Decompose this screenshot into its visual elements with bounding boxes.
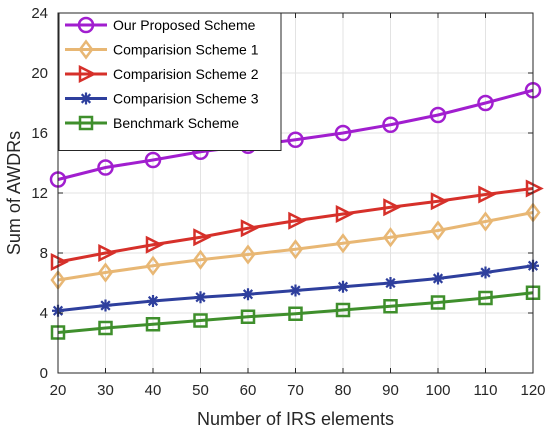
legend-item: Comparision Scheme 1 <box>65 39 259 60</box>
series-3 <box>50 179 544 272</box>
legend-label: Comparision Scheme 2 <box>113 66 259 82</box>
data-point <box>194 291 207 304</box>
legend-item: Comparision Scheme 2 <box>65 64 259 84</box>
x-tick-label: 50 <box>192 382 209 399</box>
legend-marker <box>80 92 92 105</box>
series-2 <box>50 202 541 291</box>
data-point <box>144 151 162 169</box>
data-point <box>479 266 492 279</box>
data-point <box>193 228 212 247</box>
data-point <box>145 255 161 276</box>
y-tick-label: 12 <box>31 185 48 202</box>
data-point <box>430 295 446 310</box>
data-point <box>383 198 402 217</box>
legend-item: Our Proposed Scheme <box>65 16 256 34</box>
data-point <box>384 277 397 289</box>
series-line <box>57 291 534 334</box>
data-point <box>287 239 304 260</box>
legend-marker <box>77 16 95 34</box>
data-point <box>429 106 447 124</box>
y-axis-label: Sum of AWDRs <box>4 131 24 255</box>
data-point <box>240 219 259 238</box>
data-point <box>145 235 164 254</box>
x-tick-label: 100 <box>425 382 450 399</box>
data-point <box>382 227 399 248</box>
data-point <box>288 306 303 321</box>
data-point <box>430 192 449 211</box>
legend-marker <box>78 115 94 131</box>
legend-marker <box>78 39 94 60</box>
data-point <box>335 302 351 318</box>
x-tick-label: 120 <box>520 382 545 399</box>
legend-item: Comparision Scheme 3 <box>65 91 259 107</box>
x-tick-label: 40 <box>145 382 162 399</box>
x-tick-label: 80 <box>335 382 352 399</box>
y-tick-label: 24 <box>31 5 48 22</box>
data-point <box>383 299 398 314</box>
data-point <box>335 233 351 254</box>
y-tick-label: 4 <box>40 305 48 322</box>
data-point <box>50 252 69 272</box>
data-point <box>98 320 113 336</box>
data-point <box>337 280 349 293</box>
y-tick-label: 8 <box>40 245 48 262</box>
data-point <box>193 313 208 328</box>
data-point <box>382 116 399 133</box>
legend-item: Benchmark Scheme <box>65 115 239 131</box>
data-point <box>478 290 493 306</box>
data-point <box>525 179 544 198</box>
y-tick-label: 20 <box>31 65 48 82</box>
data-point <box>477 94 494 112</box>
x-axis-label: Number of IRS elements <box>197 409 394 429</box>
legend: Our Proposed Scheme Comparision Scheme 1 C… <box>58 12 282 151</box>
y-tick-label: 0 <box>40 365 48 382</box>
x-tick-label: 90 <box>382 382 399 399</box>
data-point <box>242 288 254 301</box>
data-point <box>99 299 112 312</box>
series-line <box>57 88 534 181</box>
data-point <box>334 124 352 142</box>
data-point <box>145 317 161 332</box>
legend-label: Our Proposed Scheme <box>113 17 256 33</box>
series-line <box>57 187 534 264</box>
legend-label: Comparision Scheme 1 <box>113 42 259 58</box>
data-point <box>430 220 446 241</box>
data-point <box>478 185 497 204</box>
x-tick-label: 70 <box>287 382 304 399</box>
data-point <box>335 204 354 224</box>
legend-marker <box>78 64 97 84</box>
series-line <box>57 211 534 282</box>
x-tick-label: 30 <box>97 382 114 399</box>
data-point <box>192 249 209 270</box>
data-point <box>432 272 444 285</box>
data-point <box>477 211 494 232</box>
data-point <box>289 284 302 297</box>
data-point <box>287 131 304 148</box>
data-point <box>97 159 114 176</box>
x-tick-label: 20 <box>50 382 67 399</box>
series-4 <box>52 259 539 317</box>
x-tick-label: 110 <box>474 382 498 399</box>
legend-box <box>58 12 282 151</box>
legend-label: Comparision Scheme 3 <box>113 91 259 107</box>
data-point <box>288 211 307 230</box>
data-point <box>97 262 114 283</box>
y-tick-label: 16 <box>31 125 48 142</box>
x-tick-label: 60 <box>240 382 257 399</box>
data-point <box>98 243 117 263</box>
legend-label: Benchmark Scheme <box>113 115 239 131</box>
data-point <box>147 295 159 307</box>
data-point <box>240 244 256 265</box>
data-point <box>240 309 256 324</box>
